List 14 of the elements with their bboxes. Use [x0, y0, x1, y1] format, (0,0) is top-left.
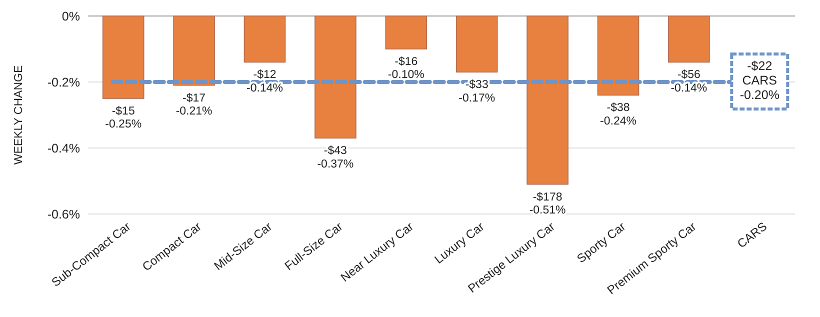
y-tick-label: 0%: [62, 9, 80, 24]
data-label: -$16 -0.10%: [388, 56, 424, 82]
data-label: -$43 -0.37%: [317, 145, 354, 170]
y-tick-label: -0.2%: [47, 75, 80, 90]
data-label: -$17 -0.21%: [176, 92, 212, 118]
y-axis-title: WEEKLY CHANGE: [13, 65, 25, 165]
data-label: -$38 -0.24%: [600, 102, 636, 128]
y-tick-label: -0.6%: [47, 207, 80, 222]
data-label: -$178 -0.51%: [529, 191, 566, 217]
data-label: -$15 -0.25%: [105, 106, 142, 131]
y-tick-label: -0.4%: [47, 141, 80, 156]
data-label: -$12 -0.14%: [246, 69, 283, 94]
data-label: -$56 -0.14%: [670, 69, 708, 94]
ref-line-label: -$22 CARS -0.20%: [740, 59, 780, 102]
